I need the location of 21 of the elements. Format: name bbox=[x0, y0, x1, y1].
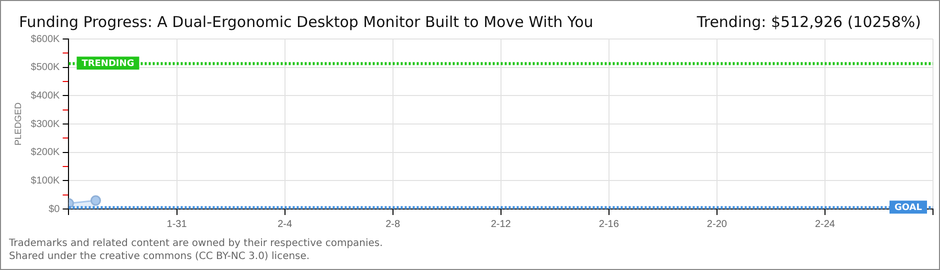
y-tick-label: $500K bbox=[30, 62, 60, 74]
x-tick-label: 2-20 bbox=[706, 218, 728, 230]
y-tick-label: $400K bbox=[30, 90, 60, 102]
y-tick-label: $300K bbox=[30, 118, 60, 130]
text: Trademarks and related content are owned by their respective companies. bbox=[9, 237, 383, 250]
ref-line-label: TRENDING bbox=[82, 59, 134, 70]
text: Shared under the creative commons (CC BY-NC 3.0) license. bbox=[9, 250, 311, 263]
chart-title: Funding Progress: A Dual-Ergonomic Desktop Monitor Built to Move With You bbox=[19, 13, 594, 31]
x-tick-label: 2-4 bbox=[278, 218, 292, 230]
chart-subtitle: Trending: $512,926 (10258%) bbox=[696, 13, 921, 31]
y-tick-label: $0 bbox=[48, 204, 60, 215]
y-axis-title: PLEDGED bbox=[12, 102, 23, 146]
y-tick-label: $100K bbox=[30, 175, 60, 186]
x-tick-label: 2-12 bbox=[490, 218, 512, 230]
x-tick-label: 1-31 bbox=[166, 218, 188, 230]
ref-line-label: GOAL bbox=[894, 202, 922, 213]
x-tick-label: 2-8 bbox=[386, 218, 400, 230]
x-tick-label: 2-16 bbox=[598, 218, 620, 230]
y-tick-label: $600K bbox=[30, 34, 60, 45]
y-tick-label: $200K bbox=[30, 147, 60, 158]
x-tick-label: 2-24 bbox=[814, 218, 836, 230]
